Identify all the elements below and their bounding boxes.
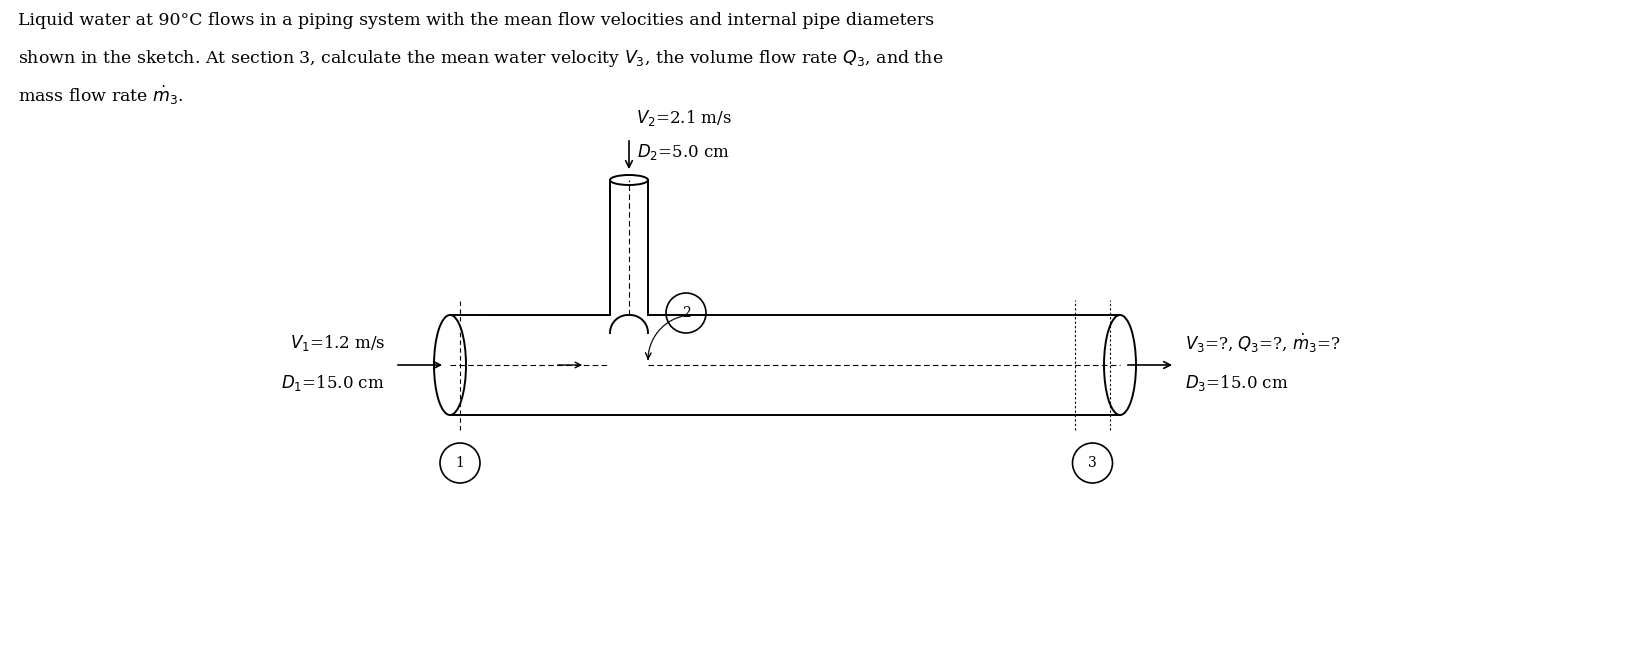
Text: $V_3$=?, $Q_3$=?, $\dot{m}_3$=?: $V_3$=?, $Q_3$=?, $\dot{m}_3$=? bbox=[1184, 332, 1340, 354]
Text: mass flow rate $\dot{m}_3$.: mass flow rate $\dot{m}_3$. bbox=[18, 84, 183, 107]
Text: $V_1$=1.2 m/s: $V_1$=1.2 m/s bbox=[290, 333, 384, 353]
Text: $D_3$=15.0 cm: $D_3$=15.0 cm bbox=[1184, 373, 1289, 393]
Text: $V_2$=2.1 m/s: $V_2$=2.1 m/s bbox=[636, 108, 731, 128]
Text: 2: 2 bbox=[682, 306, 690, 320]
Text: Liquid water at 90°C flows in a piping system with the mean flow velocities and : Liquid water at 90°C flows in a piping s… bbox=[18, 12, 934, 29]
Text: $D_1$=15.0 cm: $D_1$=15.0 cm bbox=[281, 373, 384, 393]
Text: shown in the sketch. At section 3, calculate the mean water velocity $V_3$, the : shown in the sketch. At section 3, calcu… bbox=[18, 48, 944, 69]
Text: 3: 3 bbox=[1088, 456, 1096, 470]
Text: 1: 1 bbox=[455, 456, 465, 470]
Text: $D_2$=5.0 cm: $D_2$=5.0 cm bbox=[638, 142, 731, 162]
